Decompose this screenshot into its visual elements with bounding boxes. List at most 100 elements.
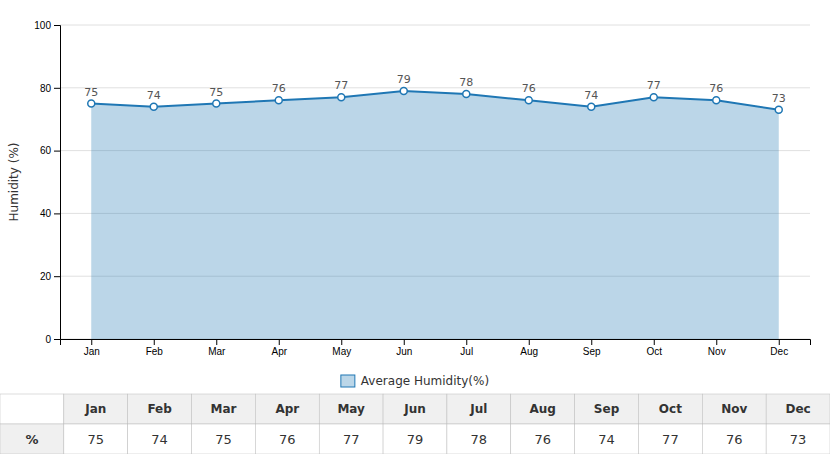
grid <box>60 25 810 339</box>
chart: 020406080100JanFebMarAprMayJunJulAugSepO… <box>0 0 830 454</box>
marker <box>525 97 532 104</box>
x-tick-label: Aug <box>520 346 538 357</box>
x-tick-label: Mar <box>208 346 226 357</box>
table-header-cell <box>128 394 192 424</box>
table-data-cell <box>511 424 575 454</box>
data-label: 78 <box>459 76 473 89</box>
y-tick: 60 <box>40 145 60 156</box>
line <box>91 91 779 110</box>
table-data-cell <box>638 424 702 454</box>
marker <box>463 91 470 98</box>
data-label: 75 <box>84 86 98 99</box>
data-label: 76 <box>522 82 536 95</box>
table-header-label: Dec <box>785 402 810 416</box>
x-tick-mark <box>654 339 655 345</box>
x-tick-label: Oct <box>646 346 662 357</box>
table-data-cell <box>766 424 830 454</box>
y-tick: 0 <box>45 334 60 345</box>
table-data-cell <box>192 424 256 454</box>
table-header-label: Jul <box>469 402 487 416</box>
x-axis: JanFebMarAprMayJunJulAugSepOctNovDec <box>61 339 811 357</box>
y-tick-label: 20 <box>40 271 52 282</box>
x-tick-mark <box>91 339 92 345</box>
x-tick-label: Feb <box>146 346 164 357</box>
y-tick-label: 60 <box>40 145 52 156</box>
legend-swatch <box>341 375 355 387</box>
data-label: 77 <box>647 79 661 92</box>
x-tick-label: Jul <box>460 346 473 357</box>
table-data-cell <box>447 424 511 454</box>
table-header-label: Feb <box>147 402 172 416</box>
table-data-label: 74 <box>598 432 615 447</box>
table-data-label: 76 <box>726 432 743 447</box>
marker <box>213 100 220 107</box>
y-tick: 40 <box>40 208 60 219</box>
data-label: 74 <box>584 89 598 102</box>
data-label: 79 <box>397 73 411 86</box>
marker <box>150 103 157 110</box>
x-tick: Sep <box>583 339 601 357</box>
marker <box>275 97 282 104</box>
x-tick-label: Jan <box>84 346 100 357</box>
marker <box>338 94 345 101</box>
x-tick-label: Nov <box>708 346 726 357</box>
table-row-label: % <box>25 432 38 447</box>
table-header-cell <box>64 394 128 424</box>
y-axis-title: Humidity (%) <box>7 143 21 222</box>
x-tick: Jun <box>396 339 412 357</box>
table-data-label: 77 <box>662 432 679 447</box>
grid-line <box>60 87 810 88</box>
table-header-label: Nov <box>721 402 747 416</box>
plot: 020406080100JanFebMarAprMayJunJulAugSepO… <box>34 20 810 357</box>
x-tick-label: May <box>332 346 351 357</box>
table-header-cell <box>192 394 256 424</box>
y-tick-mark <box>54 276 60 277</box>
table-header-label: Jun <box>403 402 426 416</box>
x-tick-mark <box>154 339 155 345</box>
x-tick: Apr <box>271 339 287 357</box>
legend-item: Average Humidity(%) <box>341 374 489 388</box>
x-tick-label: Jun <box>396 346 412 357</box>
table-header-cell <box>702 394 766 424</box>
data-label: 74 <box>147 89 161 102</box>
x-tick: Jul <box>460 339 473 357</box>
y-tick: 80 <box>40 83 60 94</box>
x-tick-mark <box>716 339 717 345</box>
table-header-cell <box>638 394 702 424</box>
y-tick: 20 <box>40 271 60 282</box>
table-data-label: 74 <box>151 432 168 447</box>
x-tick-mark <box>216 339 217 345</box>
table-data-label: 79 <box>407 432 424 447</box>
marker <box>650 94 657 101</box>
table-data-label: 75 <box>215 432 232 447</box>
marker <box>588 103 595 110</box>
x-tick: Aug <box>520 339 538 357</box>
table-data-label: 77 <box>343 432 360 447</box>
x-tick-label: Apr <box>271 346 287 357</box>
table-header-label: May <box>337 402 365 416</box>
table-data-label: 75 <box>87 432 104 447</box>
x-tick: Mar <box>208 339 226 357</box>
table-header-cell <box>447 394 511 424</box>
table-data-cell <box>128 424 192 454</box>
table-data-label: 76 <box>279 432 296 447</box>
data-label: 73 <box>772 92 786 105</box>
area <box>91 91 779 339</box>
y-tick-mark <box>54 339 60 340</box>
x-tick: Jan <box>84 339 100 357</box>
grid-line <box>60 25 810 26</box>
x-tick-mark <box>341 339 342 345</box>
table-data-label: 73 <box>790 432 807 447</box>
table-header-cell <box>255 394 319 424</box>
table-data-cell <box>255 424 319 454</box>
table-header-label: Mar <box>210 402 236 416</box>
y-tick-mark <box>54 88 60 89</box>
data-label: 75 <box>209 86 223 99</box>
data-label: 77 <box>334 79 348 92</box>
table-data-cell <box>319 424 383 454</box>
table-data-label: 78 <box>471 432 488 447</box>
x-tick-mark <box>779 339 780 345</box>
table-header-cell <box>319 394 383 424</box>
table-header-cell <box>511 394 575 424</box>
table-header-label: Oct <box>659 402 682 416</box>
